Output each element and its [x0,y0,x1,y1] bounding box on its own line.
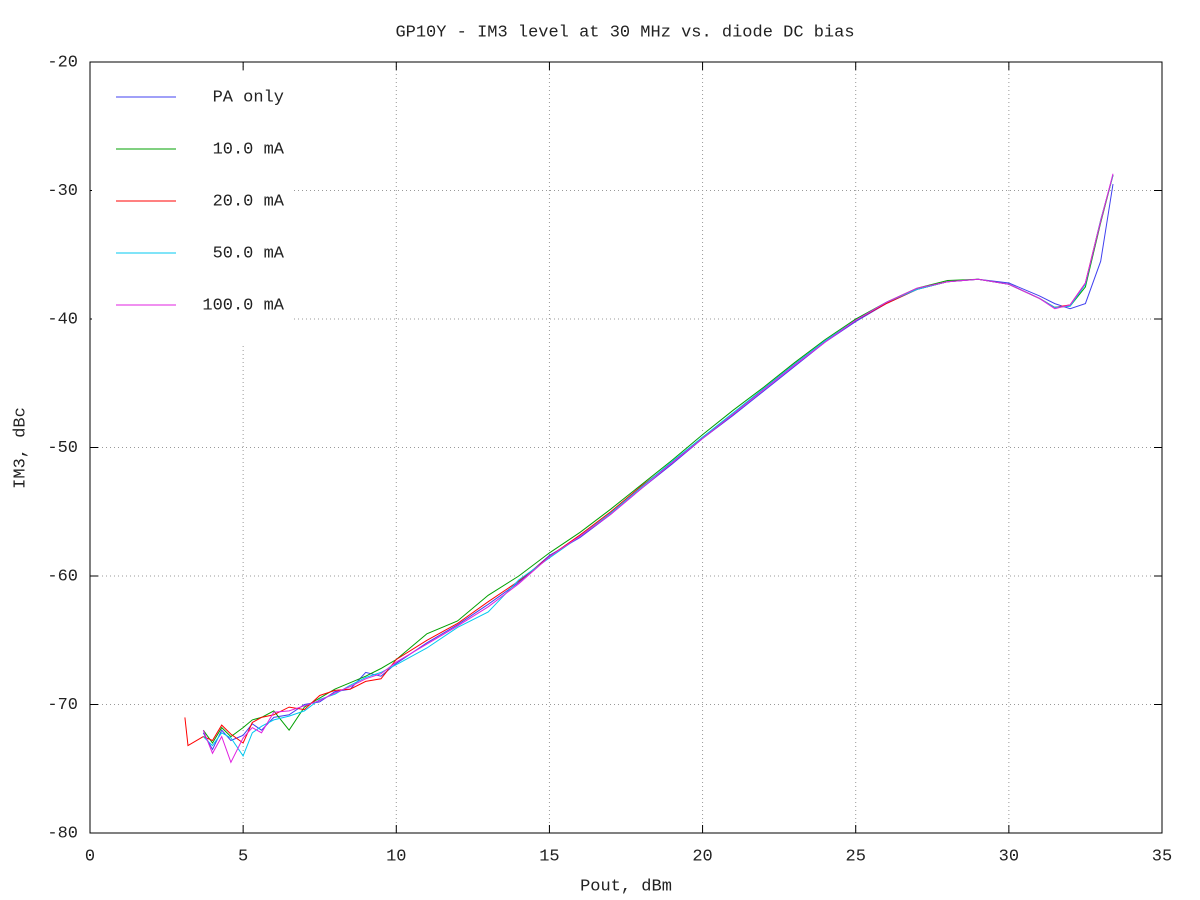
x-tick-label: 0 [85,847,95,866]
y-tick-label: -60 [47,567,78,586]
y-tick-label: -50 [47,439,78,458]
legend-label: 50.0 mA [213,244,285,263]
y-tick-label: -40 [47,310,78,329]
legend-label: 20.0 mA [213,192,285,211]
x-tick-label: 35 [1152,847,1172,866]
x-tick-label: 30 [999,847,1019,866]
legend-background [92,74,292,346]
x-tick-label: 25 [846,847,866,866]
x-tick-label: 5 [238,847,248,866]
x-tick-label: 10 [386,847,406,866]
y-tick-label: -70 [47,696,78,715]
y-tick-label: -30 [47,182,78,201]
x-tick-label: 15 [539,847,559,866]
legend-label: 10.0 mA [213,140,285,159]
legend-label: PA only [213,88,284,107]
x-tick-label: 20 [692,847,712,866]
y-tick-label: -20 [47,53,78,72]
data-line [202,173,1114,764]
plot-border [89,61,1163,834]
y-axis-label: IM3, dBc [11,407,30,489]
chart-title: GP10Y - IM3 level at 30 MHz vs. diode DC… [395,23,854,42]
x-axis-label: Pout, dBm [580,877,672,896]
y-tick-label: -80 [47,824,78,843]
legend-label: 100.0 mA [202,296,284,315]
